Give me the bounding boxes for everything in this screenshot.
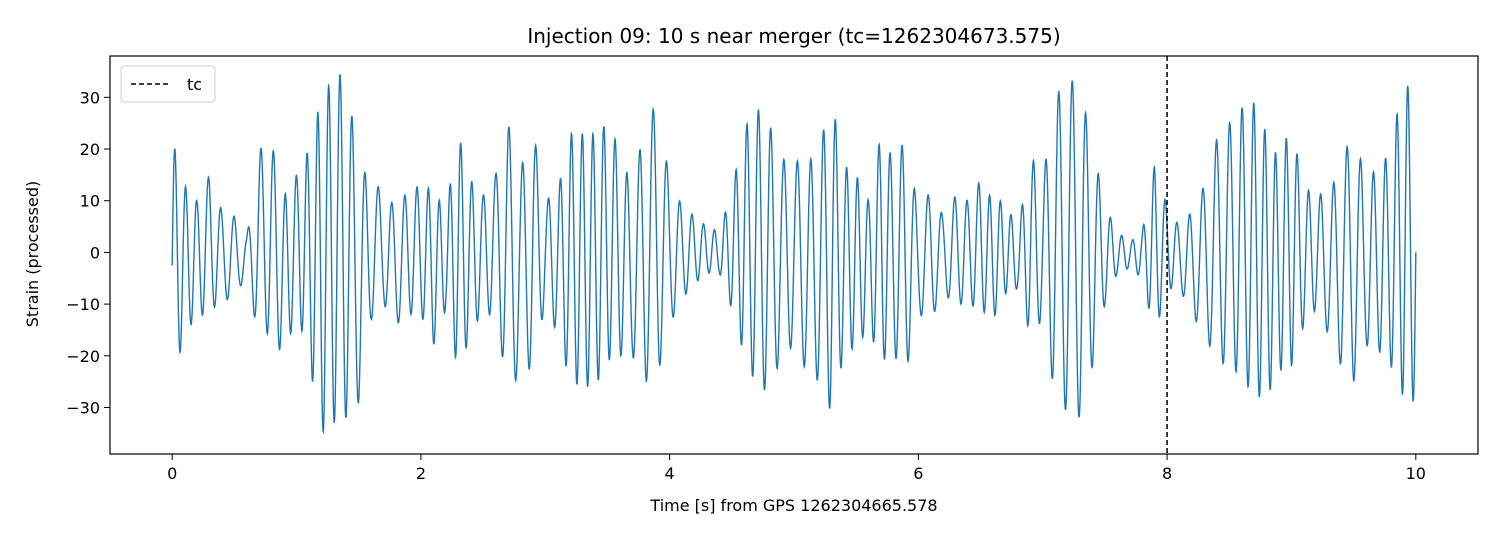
- y-axis-ticks: −30 −20 −10 0 10 20 30: [66, 88, 110, 417]
- y-tick-label: 30: [80, 88, 100, 107]
- x-axis-label: Time [s] from GPS 1262304665.578: [649, 496, 937, 515]
- x-tick-label: 10: [1406, 464, 1426, 483]
- x-tick-label: 2: [416, 464, 426, 483]
- y-tick-label: 0: [90, 243, 100, 262]
- plot-frame: [109, 55, 1479, 455]
- strain-series-line: [171, 74, 1417, 435]
- x-tick-label: 8: [1162, 464, 1172, 483]
- y-tick-label: 10: [80, 192, 100, 211]
- y-tick-label: 20: [80, 140, 100, 159]
- legend-tc-label: tc: [187, 75, 202, 94]
- x-tick-label: 0: [167, 464, 177, 483]
- y-tick-label: −30: [66, 398, 100, 417]
- x-axis-ticks: 0 2 4 6 8 10: [167, 454, 1426, 483]
- y-axis-label: Strain (processed): [23, 181, 42, 327]
- chart-title: Injection 09: 10 s near merger (tc=12623…: [527, 24, 1060, 48]
- y-tick-label: −20: [66, 347, 100, 366]
- x-tick-label: 4: [665, 464, 675, 483]
- y-tick-label: −10: [66, 295, 100, 314]
- x-tick-label: 6: [913, 464, 923, 483]
- legend: tc: [120, 65, 216, 103]
- plot-area: [171, 56, 1417, 454]
